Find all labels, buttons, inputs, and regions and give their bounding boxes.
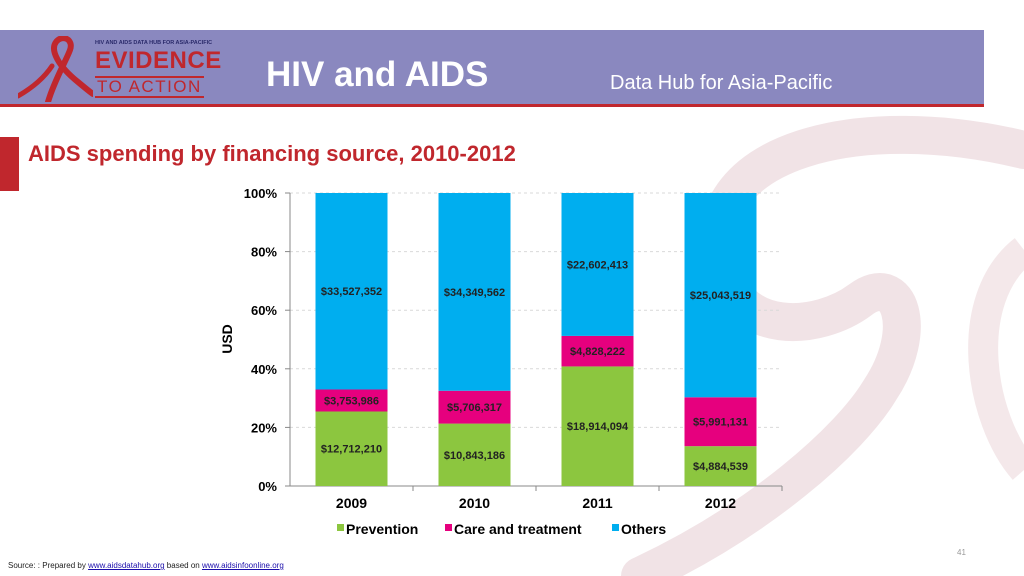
aidsdatahub-link[interactable]: www.aidsdatahub.org [88, 561, 165, 570]
data-label: $3,753,986 [324, 395, 379, 407]
bar-segment-care-and-treatment [684, 397, 757, 447]
source-mid: based on [166, 561, 200, 570]
legend-label: Prevention [346, 521, 418, 537]
y-tick-label: 40% [251, 362, 277, 377]
y-tick-label: 100% [244, 186, 278, 201]
y-tick-label: 0% [258, 479, 277, 494]
x-tick-label: 2010 [459, 495, 490, 511]
source-prefix: Source: : Prepared by [8, 561, 86, 570]
x-tick-label: 2012 [705, 495, 736, 511]
bar-segment-others [438, 193, 511, 391]
bar-segment-others [684, 193, 757, 398]
bar-segment-care-and-treatment [315, 389, 388, 412]
x-tick-label: 2011 [582, 495, 613, 511]
legend-label: Care and treatment [454, 521, 582, 537]
title-accent-bar [0, 137, 19, 191]
bar-segment-others [315, 193, 388, 390]
y-axis-label: USD [219, 324, 235, 354]
y-tick-label: 20% [251, 420, 277, 435]
data-label: $5,706,317 [447, 402, 502, 414]
logo-tagline: HIV AND AIDS DATA HUB FOR ASIA-PACIFIC [95, 40, 213, 46]
bar-segment-care-and-treatment [438, 390, 511, 424]
bar-segment-prevention [438, 423, 511, 486]
legend-label: Others [621, 521, 666, 537]
logo-subwordmark: TO ACTION [95, 76, 204, 98]
bar-segment-prevention [684, 446, 757, 486]
data-label: $25,043,519 [690, 290, 751, 302]
data-label: $12,712,210 [321, 444, 382, 456]
bar-segment-prevention [561, 366, 634, 486]
data-label: $34,349,562 [444, 287, 505, 299]
red-ribbon-icon [18, 36, 93, 102]
app-title: HIV and AIDS [266, 55, 489, 94]
legend-swatch [337, 524, 344, 531]
x-tick-label: 2009 [336, 495, 367, 511]
slide-title: AIDS spending by financing source, 2010-… [28, 141, 516, 166]
data-label: $33,527,352 [321, 286, 382, 298]
data-label: $5,991,131 [693, 417, 748, 429]
logo-wordmark: EVIDENCE [95, 47, 222, 74]
data-label: $22,602,413 [567, 259, 628, 271]
bar-segment-care-and-treatment [561, 335, 634, 367]
data-label: $4,884,539 [693, 461, 748, 473]
aidsinfoonline-link[interactable]: www.aidsinfoonline.org [201, 561, 284, 570]
y-tick-label: 80% [251, 245, 277, 260]
data-label: $10,843,186 [444, 450, 505, 462]
app-subtitle: Data Hub for Asia-Pacific [610, 72, 833, 94]
legend-swatch [445, 524, 452, 531]
source-note: Source: : Prepared by www.aidsdatahub.or… [8, 561, 284, 570]
header-band: HIV AND AIDS DATA HUB FOR ASIA-PACIFIC E… [0, 30, 984, 107]
y-tick-label: 60% [251, 303, 277, 318]
page-number: 41 [957, 548, 966, 557]
evidence-to-action-logo: HIV AND AIDS DATA HUB FOR ASIA-PACIFIC E… [18, 36, 243, 102]
data-label: $18,914,094 [567, 421, 629, 433]
legend-swatch [612, 524, 619, 531]
bar-segment-others [561, 193, 634, 336]
bar-segment-prevention [315, 411, 388, 486]
data-label: $4,828,222 [570, 346, 625, 358]
